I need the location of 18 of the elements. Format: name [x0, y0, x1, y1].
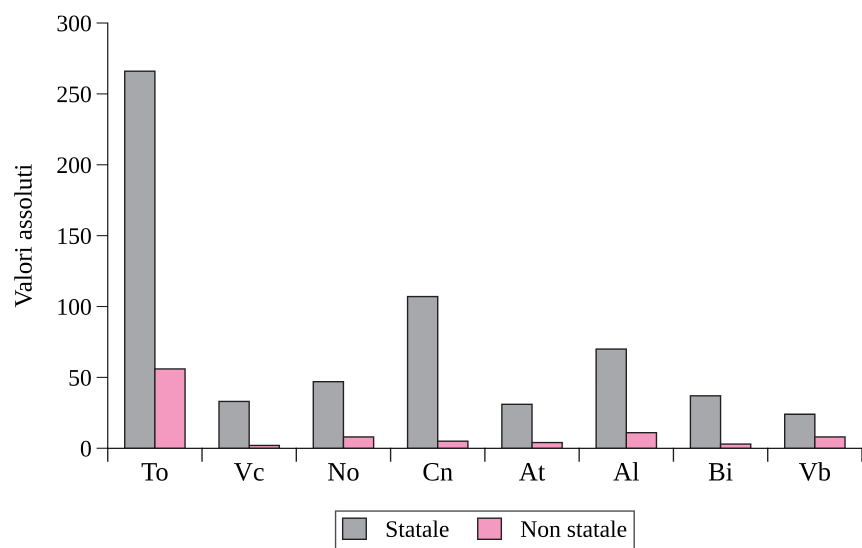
legend-label: Statale	[386, 520, 449, 538]
y-tick-label: 0	[80, 440, 91, 457]
x-tick-label: To	[142, 463, 168, 481]
y-axis-title: Valori assoluti	[14, 164, 32, 308]
y-tick-label: 300	[57, 16, 91, 32]
y-tick-label: 250	[57, 86, 91, 102]
y-tick-label: 50	[70, 370, 91, 386]
x-tick-label: Vc	[234, 463, 264, 481]
legend-label: Non statale	[520, 520, 626, 538]
x-tick-label: Vb	[799, 462, 830, 481]
x-tick-label: Cn	[423, 462, 453, 481]
x-tick-label: Bi	[708, 462, 733, 481]
x-tick-label: No	[328, 463, 359, 481]
x-tick-label: Al	[613, 462, 639, 480]
y-tick-label: 100	[58, 299, 91, 315]
y-tick-label: 200	[57, 157, 91, 174]
x-tick-label: At	[519, 463, 546, 481]
y-tick-label: 150	[58, 228, 91, 244]
